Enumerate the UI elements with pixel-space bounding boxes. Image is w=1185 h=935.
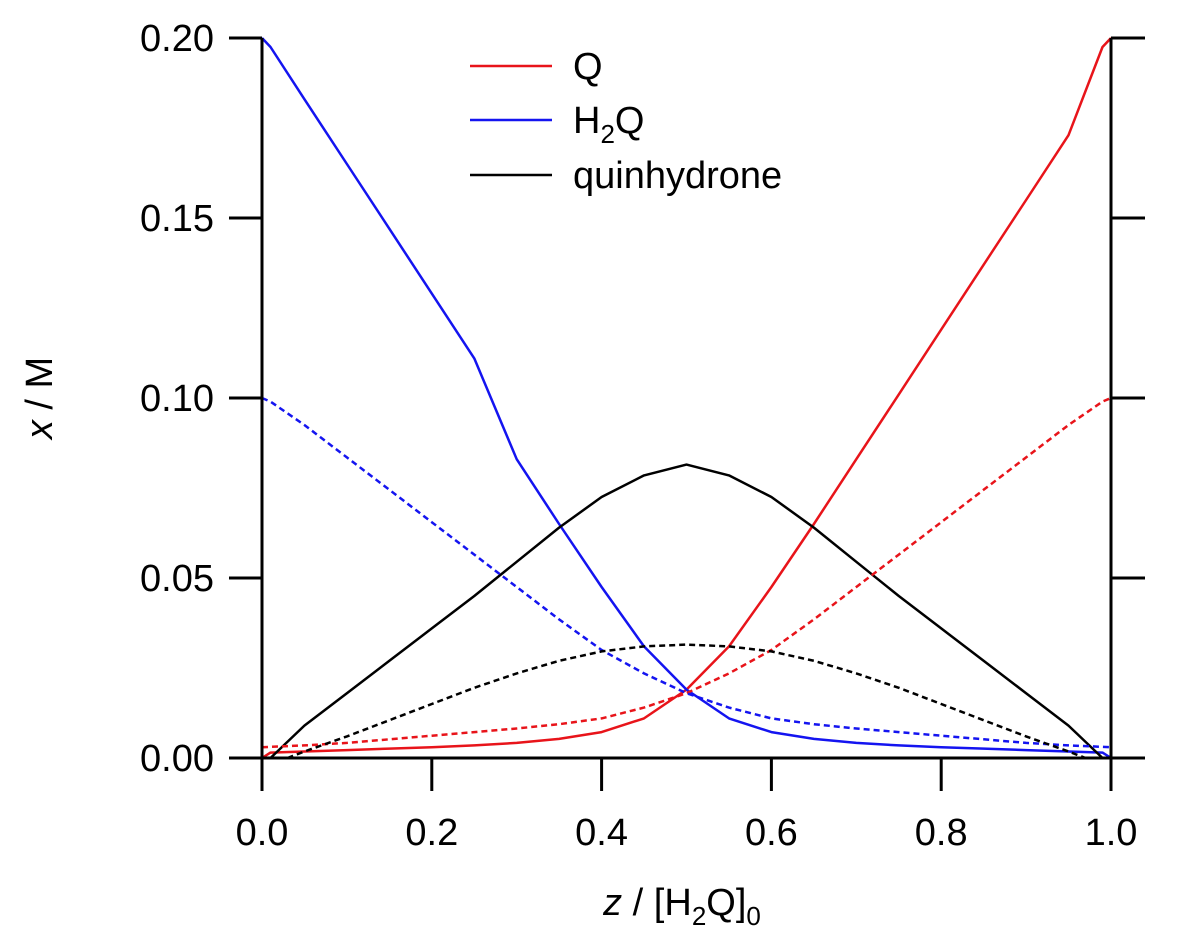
series-line-quinhydrone-solid <box>269 463 1104 759</box>
y-tick-label: 0.20 <box>140 18 214 60</box>
y-tick-label: 0.05 <box>140 558 214 600</box>
y-tick-label: 0.10 <box>140 378 214 420</box>
legend-label-quinhydrone: quinhydrone <box>573 155 782 197</box>
series-line-q-solid <box>261 37 1112 760</box>
series-line-h2q-dotted <box>261 396 1112 749</box>
x-tick-label: 0.6 <box>745 812 798 854</box>
plot-series-group <box>261 37 1112 760</box>
x-tick-label: 0.8 <box>915 812 968 854</box>
axis-ticks-group: 0.0 0.2 0.4 0.6 0.8 1.0 0.00 0.05 0.10 0.15 0.20 <box>140 18 1145 854</box>
x-tick-label: 0.0 <box>236 812 289 854</box>
series-line-quinhydrone-dotted <box>287 643 1086 760</box>
y-tick-label: 0.15 <box>140 198 214 240</box>
plot-frame <box>229 38 1145 760</box>
legend: Q H2Q quinhydrone <box>470 46 782 197</box>
y-tick-label: 0.00 <box>140 738 214 780</box>
x-tick-label: 0.4 <box>575 812 628 854</box>
series-line-q-dotted <box>261 396 1112 749</box>
x-axis-label: z / [H2Q]0 <box>602 882 761 931</box>
legend-label-h2q: H2Q <box>573 100 644 149</box>
legend-label-q: Q <box>573 46 603 88</box>
series-line-h2q-solid <box>261 37 1112 760</box>
x-tick-label: 0.2 <box>405 812 458 854</box>
y-axis-label: x / M <box>19 357 61 441</box>
x-tick-label: 1.0 <box>1085 812 1138 854</box>
